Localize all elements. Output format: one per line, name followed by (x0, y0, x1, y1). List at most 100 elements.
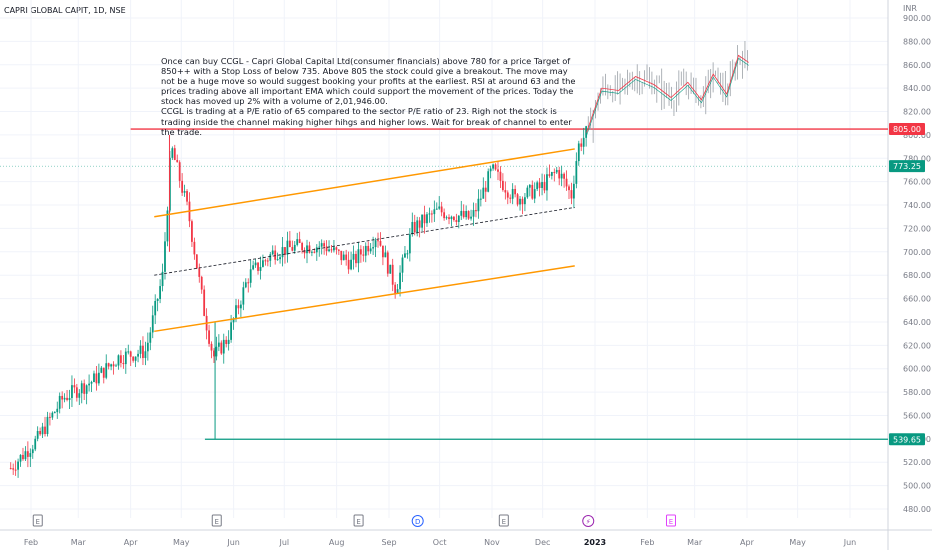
candle (271, 245, 274, 256)
candle (477, 189, 480, 219)
candle-body (577, 143, 580, 162)
candle-body (85, 385, 88, 394)
candle (134, 356, 137, 368)
candle (563, 172, 565, 188)
candle-body (345, 254, 348, 260)
candle (465, 205, 468, 220)
candle-body (306, 245, 308, 254)
candle (418, 217, 421, 238)
candle (340, 250, 343, 265)
y-tick-label: 640.00 (903, 318, 931, 327)
candle-body (213, 350, 215, 357)
channel-mid-dashed-line (154, 206, 575, 276)
candle-body (337, 249, 340, 251)
candle-body (352, 253, 355, 260)
candle-body (438, 206, 441, 209)
candle-body (355, 253, 357, 264)
candle-body (183, 191, 186, 193)
candle (533, 182, 536, 204)
candle (428, 207, 431, 223)
candle (359, 245, 362, 263)
candle (237, 299, 240, 315)
candle (97, 363, 100, 386)
candle (249, 259, 252, 288)
candle-body (470, 216, 472, 219)
candle (61, 391, 64, 409)
y-tick-label: 780.00 (903, 154, 931, 163)
candle-body (257, 262, 259, 271)
candle (142, 336, 144, 365)
x-tick-label: Apr (740, 538, 755, 547)
candle-body (585, 126, 588, 138)
candle (17, 458, 19, 478)
candle (553, 168, 556, 182)
candle-body (333, 247, 335, 251)
candle-body (146, 342, 149, 352)
candle-body (494, 164, 497, 170)
candle (438, 196, 441, 210)
candle-body (519, 198, 521, 205)
candle (396, 283, 399, 295)
candle (350, 251, 352, 271)
candle (342, 251, 345, 261)
candle-body (39, 431, 42, 435)
candle (129, 350, 132, 367)
candle-body (293, 244, 296, 251)
candle (426, 212, 428, 227)
candle (276, 252, 279, 261)
candle (580, 138, 583, 152)
candle-body (284, 247, 286, 255)
candle-body (342, 254, 345, 261)
candle (457, 214, 460, 229)
candle-body (271, 250, 274, 255)
candle-body (487, 171, 490, 192)
candle-body (418, 220, 421, 228)
candle-body (543, 182, 546, 191)
candle-body (541, 182, 543, 188)
candle-body (132, 356, 135, 361)
candle (58, 392, 61, 414)
candle-body (29, 453, 32, 457)
candle (364, 242, 367, 263)
y-tick-label: 580.00 (903, 388, 931, 397)
candle (191, 219, 193, 247)
split-event-label: ⚡ (586, 518, 591, 526)
candle (325, 240, 328, 256)
candle-body (127, 351, 130, 353)
candle (252, 260, 255, 271)
candle (122, 355, 125, 369)
candle-body (357, 249, 360, 264)
candle (337, 249, 340, 256)
candle (306, 239, 308, 264)
candle-body (531, 184, 534, 199)
candle (311, 250, 313, 257)
resistance-price-badge (889, 123, 925, 136)
y-tick-label: 740.00 (903, 201, 931, 210)
earnings-event-marker (353, 514, 364, 527)
candle (193, 237, 196, 260)
candle-body (288, 240, 291, 248)
candle-body (181, 180, 184, 193)
candle-body (97, 372, 100, 384)
candle (467, 210, 470, 220)
candle (430, 210, 433, 223)
candle (416, 216, 419, 237)
candle (39, 427, 42, 436)
candle-body (533, 189, 536, 199)
candle (362, 246, 365, 262)
candle (41, 422, 44, 438)
candle-body (110, 364, 113, 367)
y-tick-label: 840.00 (903, 84, 931, 93)
candle (154, 294, 157, 325)
support-price-label: 539.65 (893, 435, 921, 444)
candle (26, 441, 29, 468)
y-tick-label: 500.00 (903, 482, 931, 491)
candle-body (467, 211, 470, 219)
candle (183, 184, 186, 197)
candle (195, 254, 198, 270)
x-tick-label: Apr (124, 538, 139, 547)
candle (75, 383, 78, 402)
candle (435, 202, 438, 210)
